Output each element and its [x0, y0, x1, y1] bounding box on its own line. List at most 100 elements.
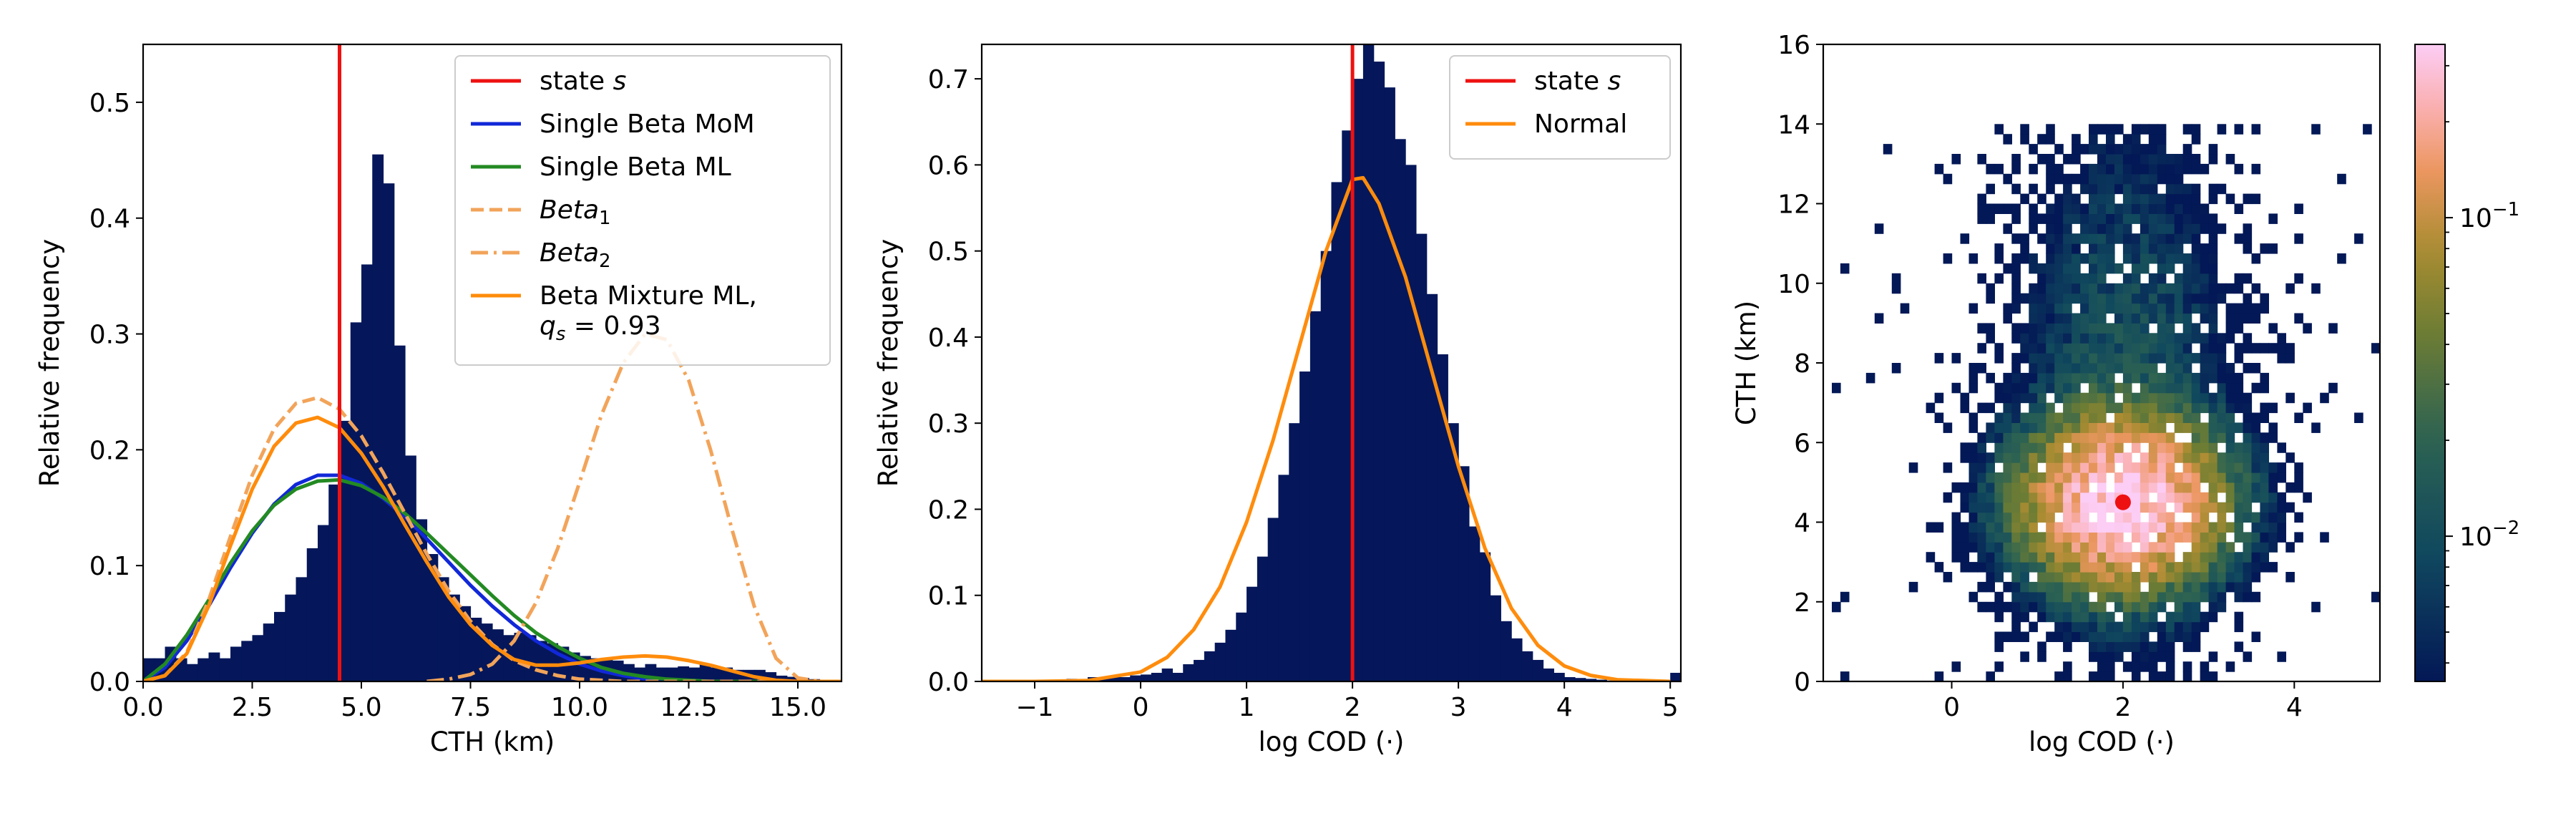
heatmap-cell: [2285, 353, 2295, 364]
heatmap-cell: [2165, 223, 2175, 234]
histogram-bar: [1257, 556, 1269, 681]
heatmap-cell: [2106, 173, 2115, 185]
heatmap-cell: [2046, 253, 2055, 264]
histogram-bar: [1246, 586, 1258, 681]
heatmap-cell: [2020, 243, 2029, 254]
heatmap-cell: [2174, 392, 2184, 404]
heatmap-cell: [2165, 353, 2175, 364]
heatmap-cell: [2106, 641, 2115, 652]
heatmap-cell: [2097, 243, 2107, 254]
heatmap-cell: [2174, 293, 2184, 304]
heatmap-cell: [2208, 552, 2218, 563]
heatmap-cell: [2182, 601, 2192, 613]
heatmap-cell: [2165, 183, 2175, 195]
heatmap-cell: [2200, 532, 2210, 543]
heatmap-cell: [2174, 422, 2184, 433]
heatmap-cell: [2208, 303, 2218, 314]
heatmap-cell: [2311, 601, 2321, 613]
y-axis-label: Relative frequency: [34, 239, 65, 487]
heatmap-cell: [2243, 402, 2253, 414]
heatmap-cell: [2217, 591, 2227, 603]
heatmap-cell: [2217, 472, 2227, 483]
heatmap-cell: [2037, 233, 2046, 244]
heatmap-cell: [2140, 472, 2150, 483]
heatmap-cell: [2106, 522, 2115, 533]
heatmap-cell: [2097, 203, 2107, 214]
heatmap-cell: [2182, 552, 2192, 563]
heatmap-cell: [2063, 482, 2072, 493]
heatmap-cell: [2054, 601, 2064, 613]
heatmap-cell: [2191, 631, 2201, 642]
heatmap-cell: [2234, 343, 2244, 354]
heatmap-cell: [2243, 193, 2253, 205]
heatmap-cell: [2148, 522, 2158, 533]
heatmap-cell: [2191, 273, 2201, 284]
heatmap-cell: [2234, 442, 2244, 453]
heatmap-cell: [2148, 432, 2158, 443]
heatmap-cell: [2122, 661, 2132, 672]
heatmap-cell: [2191, 512, 2201, 523]
heatmap-cell: [2182, 124, 2192, 135]
heatmap-cell: [1986, 372, 1995, 384]
heatmap-cell: [2020, 452, 2029, 463]
heatmap-cell: [2072, 452, 2081, 463]
heatmap-cell: [2114, 412, 2124, 423]
heatmap-cell: [1960, 392, 1970, 404]
heatmap-cell: [2072, 621, 2081, 633]
heatmap-cell: [2208, 651, 2218, 662]
heatmap-cell: [2208, 542, 2218, 553]
curve-single-beta-ml: [143, 477, 841, 681]
heatmap-cell: [2011, 572, 2021, 583]
heatmap-cell: [2011, 293, 2021, 304]
heatmap-cell: [2157, 552, 2167, 563]
heatmap-cell: [2294, 532, 2303, 543]
heatmap-cell: [2268, 323, 2278, 334]
curve-beta-2: [426, 332, 820, 681]
heatmap-cell: [2106, 502, 2115, 513]
histogram-bar: [492, 629, 504, 681]
heatmap-cell: [1986, 213, 1995, 224]
heatmap-cell: [2097, 482, 2107, 493]
heatmap-cell: [2131, 253, 2141, 264]
heatmap-cell: [2148, 651, 2158, 662]
heatmap-cell: [1951, 482, 1961, 493]
heatmap-cell: [2157, 532, 2167, 543]
heatmap-cell: [2182, 611, 2192, 623]
heatmap-cell: [2072, 542, 2081, 553]
heatmap-cell: [2208, 572, 2218, 583]
heatmap-cell: [2354, 233, 2363, 244]
heatmap-cell: [2328, 323, 2338, 334]
heatmap-cell: [2003, 462, 2012, 473]
heatmap-cell: [1977, 581, 1986, 593]
heatmap-cell: [2225, 313, 2235, 324]
histogram-bar: [1108, 676, 1121, 681]
x-tick-label: 0.0: [122, 693, 163, 722]
heatmap-cell: [2054, 263, 2064, 274]
heatmap-cell: [1968, 532, 1979, 543]
heatmap-cell: [2046, 522, 2055, 533]
heatmap-cell: [2114, 303, 2124, 314]
heatmap-cell: [2157, 512, 2167, 523]
heatmap-cell: [2072, 422, 2081, 433]
heatmap-cell: [2037, 372, 2046, 384]
heatmap-cell: [2268, 562, 2278, 573]
heatmap-cell: [2046, 432, 2055, 443]
heatmap-cell: [2157, 313, 2167, 324]
heatmap-cell: [2217, 382, 2227, 394]
heatmap-cell: [2148, 183, 2158, 195]
heatmap-cell: [2063, 472, 2072, 483]
heatmap-cell: [2080, 144, 2089, 155]
heatmap-cell: [2106, 542, 2115, 553]
heatmap-cell: [2234, 402, 2244, 414]
heatmap-cell: [2217, 542, 2227, 553]
heatmap-cell: [1951, 542, 1961, 553]
curve-beta-1: [143, 396, 841, 681]
heatmap-cell: [2140, 253, 2150, 264]
heatmap-cell: [2200, 163, 2210, 175]
heatmap-cell: [2106, 442, 2115, 453]
heatmap-cell: [2063, 382, 2072, 394]
heatmap-cell: [2148, 382, 2158, 394]
heatmap-cell: [2268, 472, 2278, 483]
heatmap-cell: [2089, 402, 2098, 414]
heatmap-cell: [2046, 243, 2055, 254]
